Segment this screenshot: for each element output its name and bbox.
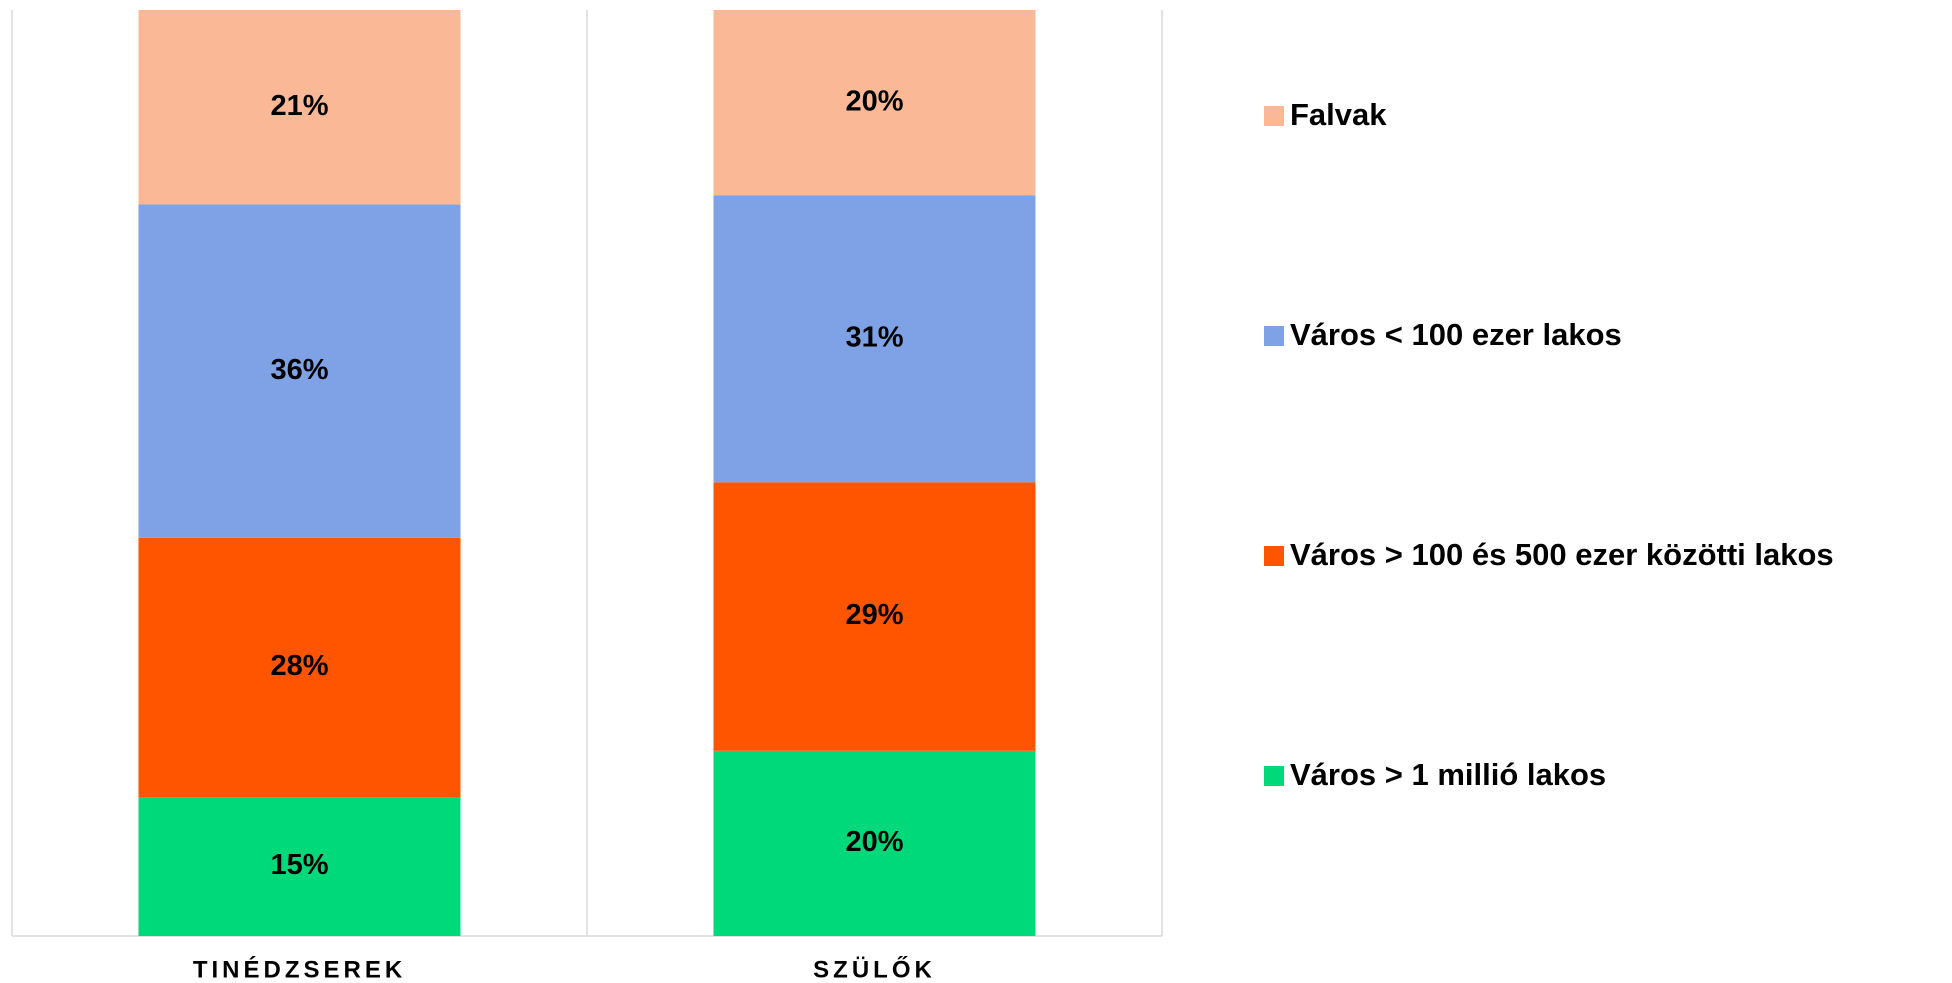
data-label: 21%: [270, 90, 328, 122]
legend-label: Falvak: [1290, 97, 1387, 132]
data-label: 15%: [270, 849, 328, 881]
bar-segment: [138, 537, 461, 798]
bar-segment: [138, 797, 461, 936]
bar-segment: [138, 10, 461, 205]
legend-label: Város > 100 és 500 ezer közötti lakos: [1290, 537, 1834, 572]
legend-label: Város < 100 ezer lakos: [1290, 317, 1622, 352]
bar-segment: [713, 10, 1036, 196]
bar-segment: [713, 482, 1036, 751]
x-tick-label: SZÜLŐK: [813, 955, 936, 983]
data-label: 20%: [845, 826, 903, 858]
data-label: 31%: [845, 321, 903, 353]
legend-swatch: [1264, 106, 1284, 126]
data-label: 36%: [270, 354, 328, 386]
legend-label: Város > 1 millió lakos: [1290, 757, 1606, 792]
data-label: 28%: [270, 650, 328, 682]
legend-swatch: [1264, 766, 1284, 786]
legend-swatch: [1264, 326, 1284, 346]
bar-segment: [713, 750, 1036, 936]
data-label: 20%: [845, 85, 903, 117]
bar-segment: [138, 204, 461, 538]
data-label: 29%: [845, 599, 903, 631]
x-tick-label: TINÉDZSEREK: [193, 955, 406, 983]
legend-swatch: [1264, 546, 1284, 566]
bar-segment: [713, 195, 1036, 483]
